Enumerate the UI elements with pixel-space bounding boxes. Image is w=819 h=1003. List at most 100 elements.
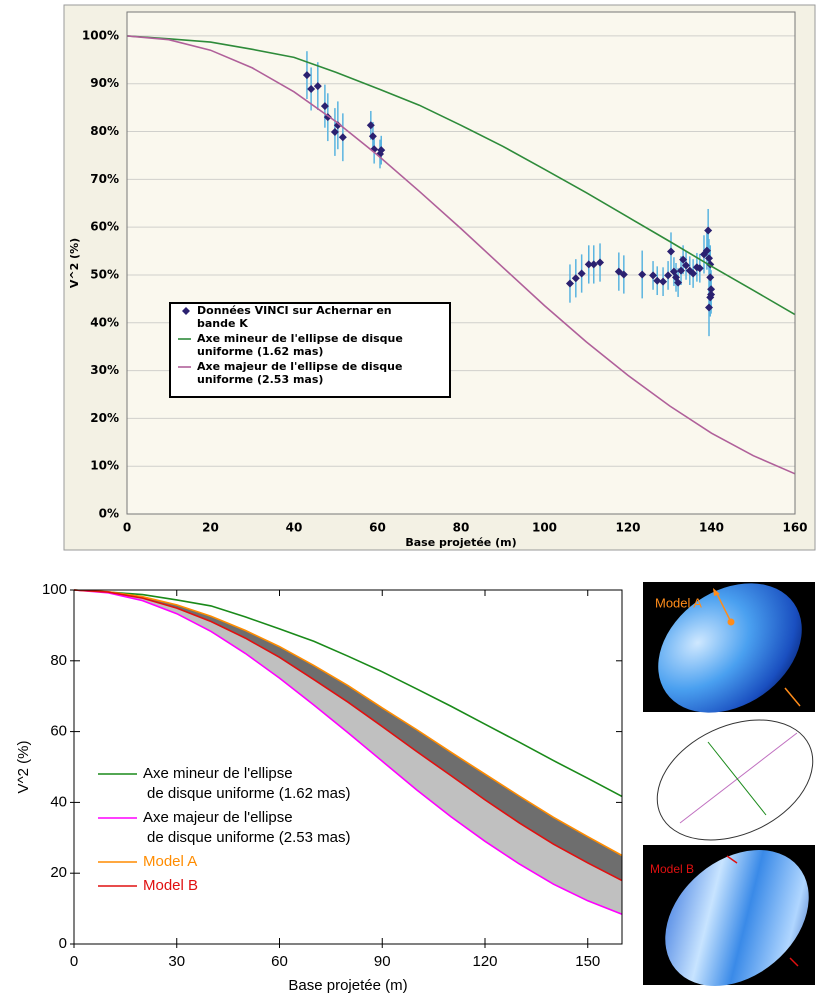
legend-label: Données VINCI sur Achernar en bande K <box>197 304 392 330</box>
legend-label: Axe majeur de l'ellipse de disque uniform… <box>197 360 402 386</box>
y-tick-label: 60% <box>90 220 119 234</box>
y-tick-label: 70% <box>90 172 119 186</box>
data-point <box>638 270 647 279</box>
x-tick-label: 120 <box>615 521 640 535</box>
curve <box>73 589 623 882</box>
data-point <box>333 121 342 130</box>
data-point <box>368 132 377 141</box>
data-point <box>619 270 628 279</box>
legend-marker <box>182 307 190 315</box>
curve <box>126 35 796 475</box>
x-tick-label: 40 <box>286 521 303 535</box>
legend-label: Axe mineur de l'ellipse de disque uniform… <box>197 332 403 358</box>
legend-label: Model B <box>143 877 198 894</box>
x-tick-label: 140 <box>699 521 724 535</box>
curve <box>126 35 796 316</box>
chart-top: 0% 10% 20% 30% 40% 50% 60% 70% 80% 90% 100% 0 20 40 60… <box>68 11 808 549</box>
data-point <box>704 303 713 312</box>
data-point <box>704 226 713 235</box>
x-tick-label: 120 <box>472 953 497 970</box>
panel-label: Model A <box>655 595 702 610</box>
x-tick-label: 90 <box>374 953 391 970</box>
panel-axes <box>656 719 814 841</box>
x-tick-label: 0 <box>70 953 78 970</box>
data-point <box>707 285 716 294</box>
y-tick-label: 100% <box>82 28 119 42</box>
data-point <box>313 82 322 91</box>
data-point <box>320 102 329 111</box>
x-tick-label: 30 <box>168 953 185 970</box>
y-tick-label: 80 <box>50 652 67 669</box>
y-tick-label: 60 <box>50 723 67 740</box>
data-point <box>689 269 698 278</box>
y-axis-label: V^2 (%) <box>68 238 81 288</box>
y-tick-label: 100 <box>42 581 67 598</box>
x-axis-label: Base projetée (m) <box>288 977 407 994</box>
curve <box>73 589 623 857</box>
data-point <box>706 273 715 282</box>
x-tick-label: 0 <box>123 521 131 535</box>
y-tick-label: 0 <box>59 935 67 952</box>
data-point <box>682 261 691 270</box>
data-point <box>674 278 683 287</box>
data-point <box>366 121 375 130</box>
x-tick-label: 100 <box>532 521 557 535</box>
y-tick-label: 10% <box>90 459 119 473</box>
y-tick-label: 30% <box>90 363 119 377</box>
y-tick-label: 90% <box>90 76 119 90</box>
y-tick-label: 20% <box>90 411 119 425</box>
data-point <box>664 271 673 280</box>
plot-frame <box>73 589 623 945</box>
x-axis-label: Base projetée (m) <box>405 536 516 549</box>
x-tick-label: 80 <box>453 521 470 535</box>
data-point <box>307 84 316 93</box>
data-point <box>596 258 605 267</box>
data-point <box>704 254 713 263</box>
y-tick-label: 80% <box>90 124 119 138</box>
data-point <box>667 247 676 256</box>
data-point <box>659 277 668 286</box>
plot-area <box>74 590 622 944</box>
model-band <box>74 590 622 915</box>
data-point <box>649 271 658 280</box>
data-point <box>677 266 686 275</box>
data-point <box>302 71 311 80</box>
y-tick-label: 40% <box>90 315 119 329</box>
x-tick-label: 160 <box>782 521 807 535</box>
chart-bottom: 0 20 40 60 80 100 0 30 60 90 120 150 Base projetée (… <box>15 581 623 994</box>
data-point <box>338 133 347 142</box>
curve <box>73 589 623 916</box>
panel-model-b: Model B <box>643 845 815 986</box>
x-tick-label: 20 <box>202 521 219 535</box>
data-point <box>589 260 598 269</box>
y-axis-label: V^2 (%) <box>15 741 32 794</box>
legend-box <box>169 302 451 398</box>
data-point <box>565 279 574 288</box>
data-point <box>377 146 386 155</box>
plot-area <box>127 12 795 514</box>
legend-label: Axe mineur de l'ellipse de disque uniform… <box>143 765 350 802</box>
data-point <box>584 260 593 269</box>
data-point <box>330 128 339 137</box>
legend-label: Model A <box>143 853 197 870</box>
x-tick-label: 150 <box>575 953 600 970</box>
x-tick-label: 60 <box>369 521 386 535</box>
data-point <box>695 264 704 273</box>
y-tick-label: 0% <box>99 507 119 521</box>
y-tick-label: 50% <box>90 267 119 281</box>
data-point <box>653 276 662 285</box>
data-point <box>702 246 711 255</box>
plot-frame <box>126 11 796 515</box>
data-point <box>571 274 580 283</box>
legend-label: Axe majeur de l'ellipse de disque uniform… <box>143 809 350 846</box>
y-tick-label: 40 <box>50 793 67 810</box>
x-tick-label: 60 <box>271 953 288 970</box>
data-point <box>679 255 688 264</box>
curve <box>73 589 623 798</box>
y-tick-label: 20 <box>50 864 67 881</box>
panel-label: Model B <box>650 862 694 876</box>
data-point <box>577 269 586 278</box>
data-point <box>707 290 716 299</box>
